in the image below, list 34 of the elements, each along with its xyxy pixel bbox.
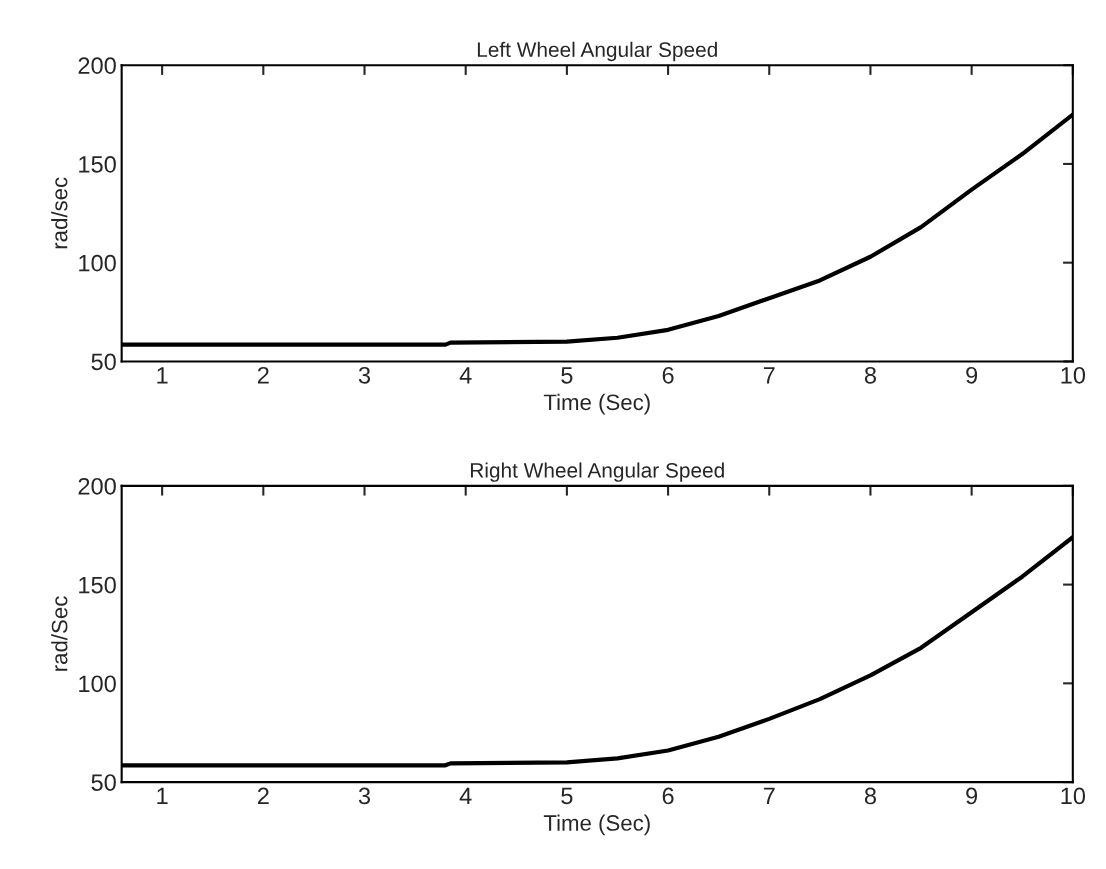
x-tick-label: 7 (763, 367, 775, 384)
y-tick-label: 100 (79, 675, 116, 693)
y-tick-label: 150 (79, 155, 116, 173)
chart-title: Right Wheel Angular Speed (470, 462, 724, 482)
x-tick-label: 5 (561, 787, 573, 805)
x-axis-title: Time (Sec) (543, 814, 650, 836)
y-axis-title: rad/sec (51, 177, 68, 249)
x-tick-label: 2 (257, 366, 269, 384)
y-axis-title: rad/Sec (51, 596, 68, 671)
y-tick-label: 50 (91, 774, 116, 791)
x-tick-label: 10 (1061, 366, 1086, 384)
x-axis-title: Time (Sec) (543, 393, 650, 415)
x-tick-label: 6 (662, 787, 674, 805)
x-tick-label: 10 (1061, 787, 1086, 805)
x-tick-label: 8 (864, 787, 876, 805)
x-tick-label: 1 (157, 367, 168, 384)
x-tick-label: 3 (358, 787, 371, 805)
y-tick-label: 200 (78, 57, 116, 74)
x-tick-label: 8 (864, 366, 876, 384)
y-tick-label: 50 (91, 353, 116, 371)
x-tick-label: 6 (662, 366, 674, 384)
y-tick-label: 200 (78, 477, 116, 495)
x-tick-label: 9 (966, 366, 978, 384)
chart-title: Left Wheel Angular Speed (477, 41, 717, 62)
x-tick-label: 3 (358, 366, 371, 384)
x-tick-label: 2 (257, 787, 269, 805)
x-tick-label: 7 (763, 787, 775, 805)
x-tick-label: 4 (459, 787, 472, 805)
x-tick-label: 4 (459, 367, 472, 384)
x-tick-label: 5 (561, 367, 573, 384)
x-tick-label: 9 (966, 787, 978, 805)
x-tick-label: 1 (157, 787, 168, 805)
y-tick-label: 150 (79, 576, 116, 594)
y-tick-label: 100 (79, 254, 116, 272)
